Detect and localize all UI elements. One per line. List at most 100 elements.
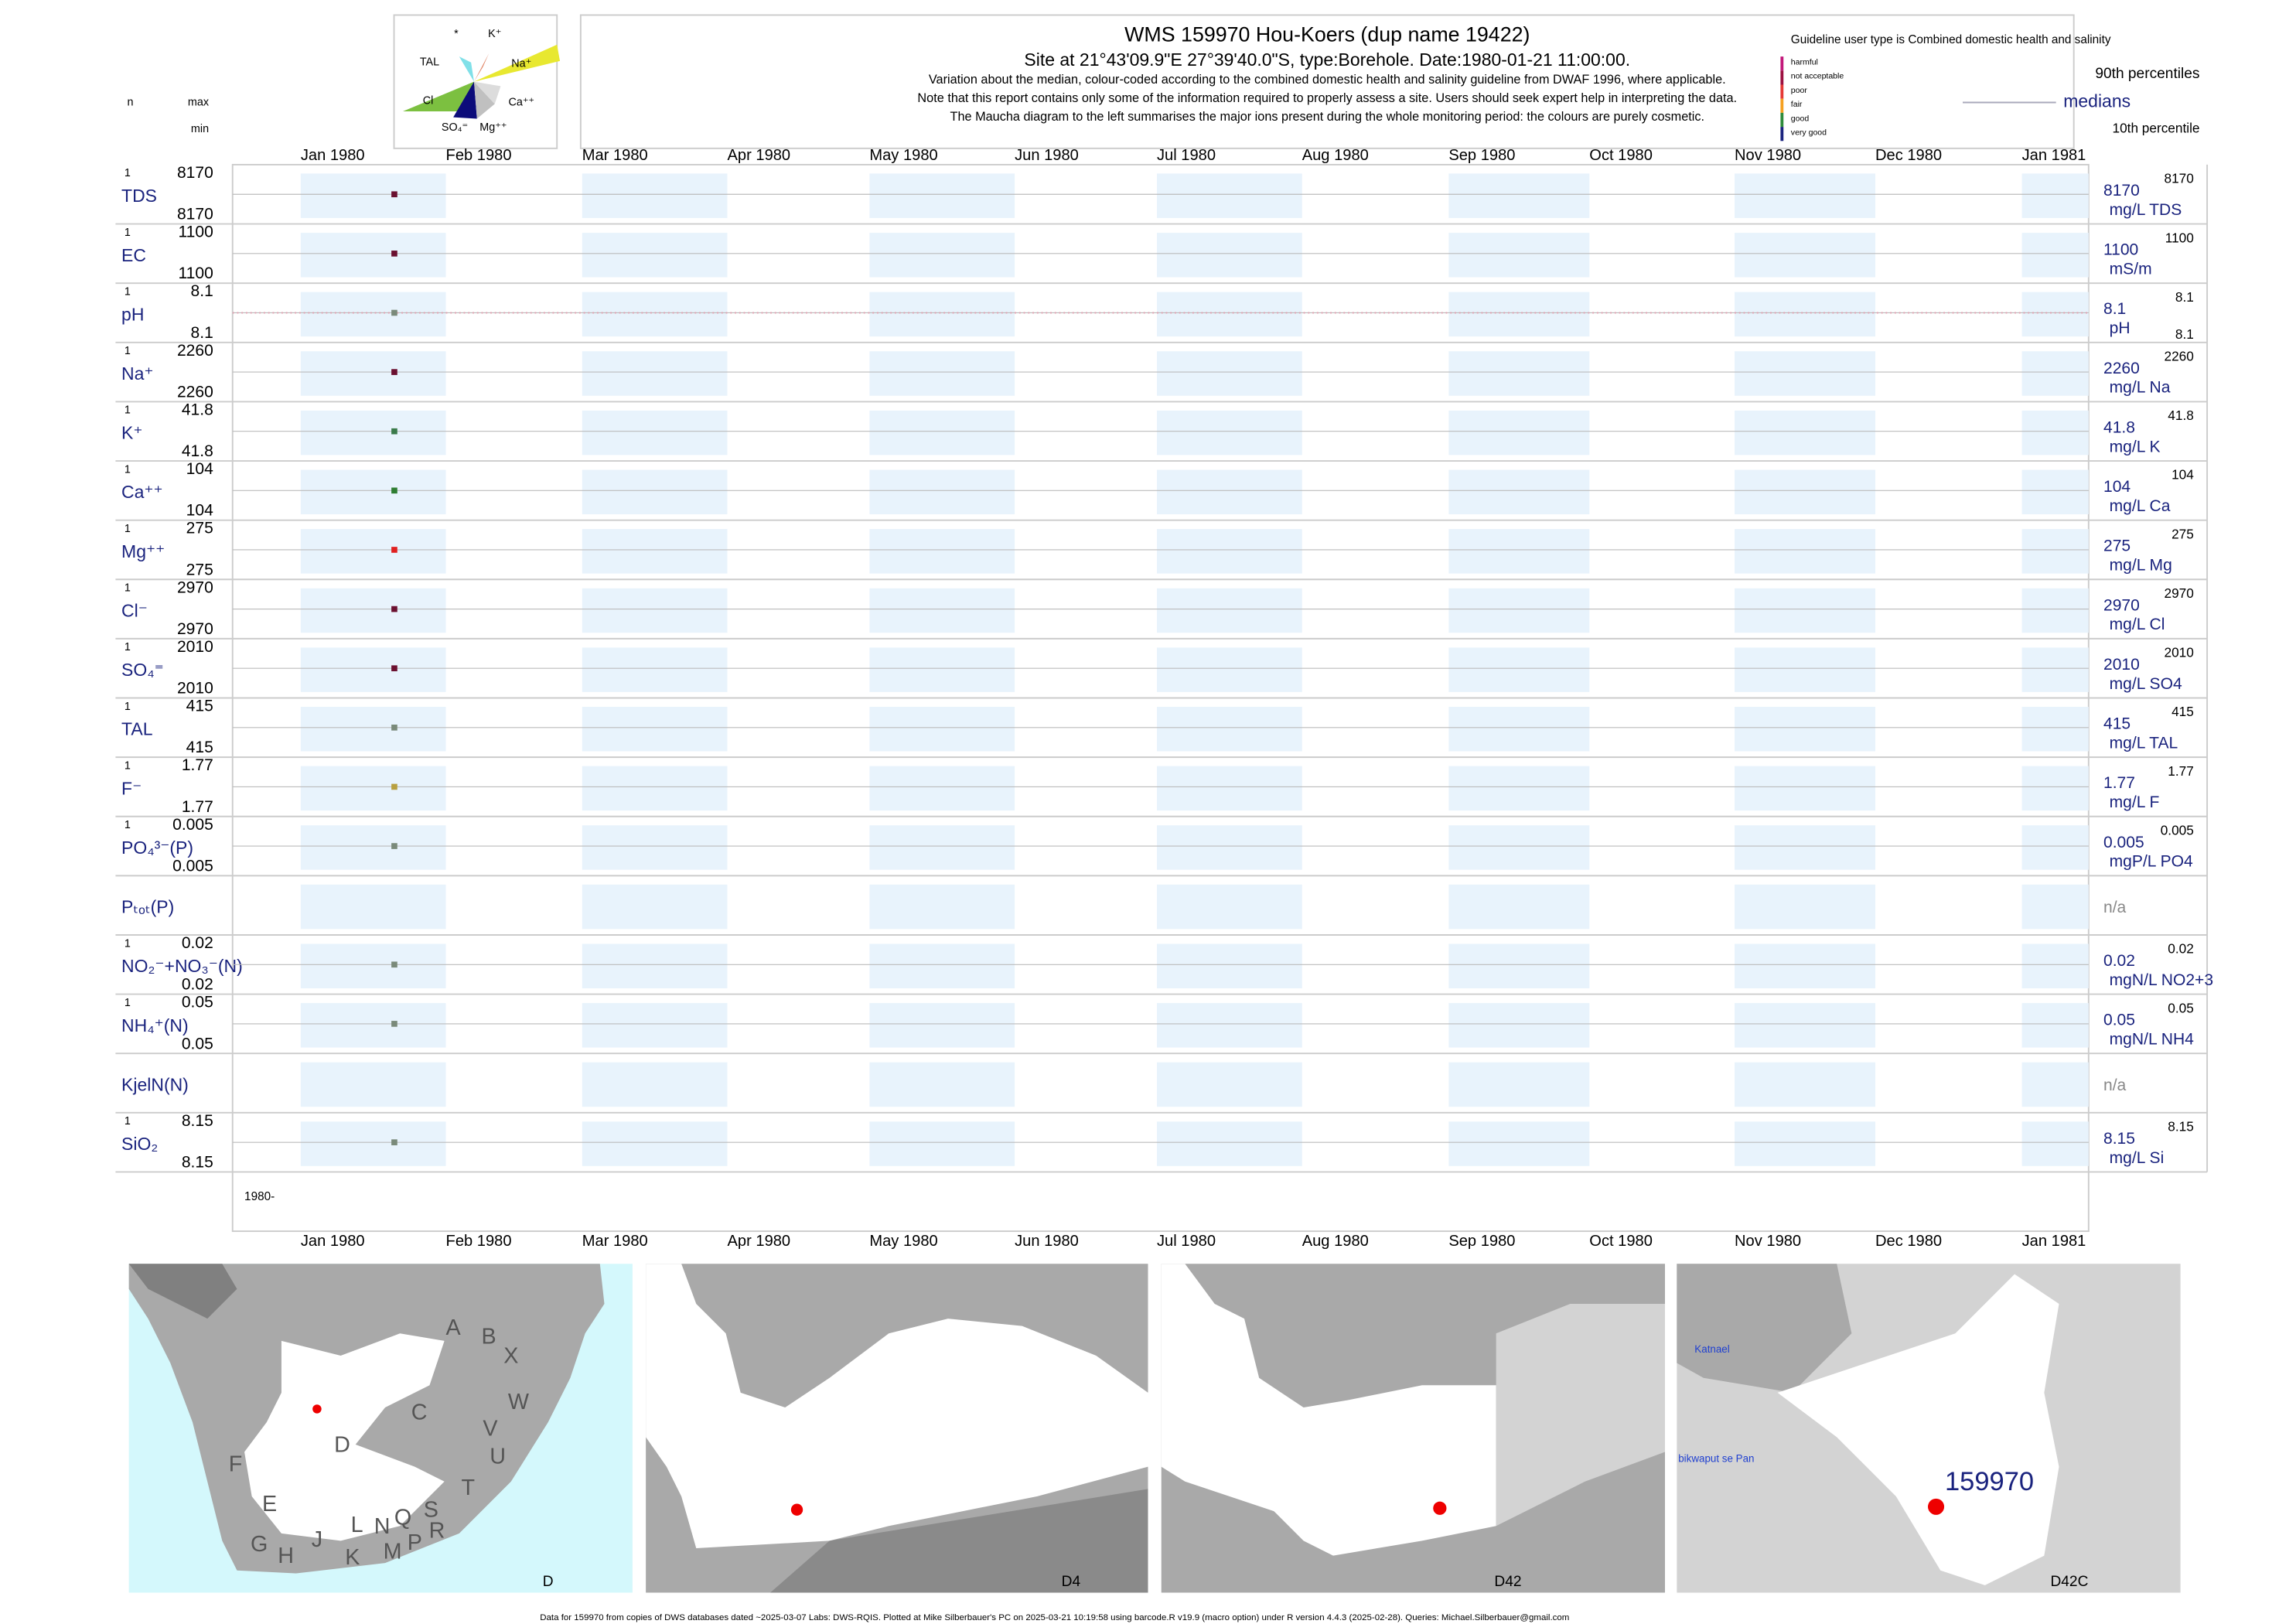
month-band xyxy=(300,825,446,870)
map-region-letter: G xyxy=(251,1532,268,1557)
map-region-letter: H xyxy=(278,1544,294,1568)
parameter-name: pH xyxy=(121,304,144,324)
month-label-bottom: Mar 1980 xyxy=(582,1233,648,1250)
map-region-letter: P xyxy=(408,1530,422,1555)
p90-value: 41.8 xyxy=(2168,408,2194,423)
month-band xyxy=(2021,707,2089,752)
month-band xyxy=(869,292,1015,337)
site-dot xyxy=(790,1503,803,1516)
month-band xyxy=(1448,1062,1590,1107)
col-n: n xyxy=(128,96,134,108)
site-dot xyxy=(1928,1498,1945,1515)
month-band xyxy=(869,351,1015,396)
min-value: 415 xyxy=(186,739,213,756)
map-region-letter: C xyxy=(411,1400,428,1424)
sample-count: 1 xyxy=(125,167,131,179)
month-band xyxy=(1156,173,1302,218)
map-label: D42C xyxy=(2050,1574,2088,1590)
month-band xyxy=(1735,351,1876,396)
sample-count: 1 xyxy=(125,819,131,831)
maucha-mg xyxy=(473,81,495,119)
month-band xyxy=(1448,943,1590,988)
month-band xyxy=(300,1062,446,1107)
map-region-letter: R xyxy=(429,1519,445,1544)
max-value: 2970 xyxy=(177,578,213,596)
map-region-letter: S xyxy=(424,1498,438,1523)
month-band xyxy=(1448,707,1590,752)
min-value: 2260 xyxy=(177,383,213,401)
month-band xyxy=(300,469,446,514)
month-band xyxy=(1156,410,1302,455)
month-band xyxy=(582,469,728,514)
sample-point xyxy=(391,724,397,731)
parameter-name: Ca⁺⁺ xyxy=(121,482,163,502)
map-label: D xyxy=(543,1574,554,1590)
p90-value: 104 xyxy=(2171,467,2194,483)
maucha-label: Ca⁺⁺ xyxy=(508,96,534,108)
month-band xyxy=(1735,647,1876,692)
month-band xyxy=(2021,825,2089,870)
sample-point xyxy=(391,843,397,849)
median-value: 2260 xyxy=(2103,360,2140,377)
median-value: 1.77 xyxy=(2103,774,2135,792)
month-band xyxy=(1735,1121,1876,1166)
min-value: 2010 xyxy=(177,680,213,698)
month-band xyxy=(1448,410,1590,455)
sample-count: 1 xyxy=(125,701,131,713)
unit: mg/L Cl xyxy=(2110,616,2165,633)
sample-point xyxy=(391,1021,397,1027)
month-band xyxy=(582,1003,728,1048)
month-band xyxy=(300,233,446,278)
min-value: 41.8 xyxy=(182,442,213,460)
col-max: max xyxy=(188,96,210,108)
legend-swatch xyxy=(1780,112,1784,128)
month-band xyxy=(1448,766,1590,811)
p90-value: 415 xyxy=(2171,704,2194,719)
sample-point xyxy=(391,1139,397,1145)
median-value: 8170 xyxy=(2103,182,2140,200)
month-label-top: Mar 1980 xyxy=(582,147,648,164)
max-value: 275 xyxy=(186,520,213,537)
sample-point xyxy=(391,309,397,316)
month-band xyxy=(582,292,728,337)
map-region-letter: B xyxy=(482,1325,496,1349)
month-band xyxy=(300,707,446,752)
legend-class: very good xyxy=(1791,128,1827,138)
month-band xyxy=(1735,884,1876,930)
min-value: 0.05 xyxy=(182,1035,213,1053)
month-band xyxy=(1156,351,1302,396)
month-band xyxy=(869,173,1015,218)
map-region-letter: Q xyxy=(394,1505,411,1530)
maucha-label: SO₄⁼ xyxy=(442,121,468,134)
month-band xyxy=(2021,1062,2089,1107)
month-band xyxy=(1156,943,1302,988)
month-label-top: Feb 1980 xyxy=(446,147,512,164)
map-region-letter: U xyxy=(490,1445,506,1469)
month-band xyxy=(1735,173,1876,218)
month-band xyxy=(1156,647,1302,692)
map-label: D4 xyxy=(1062,1574,1081,1590)
min-value: 104 xyxy=(186,502,213,520)
maucha-label: * xyxy=(454,28,459,40)
median-value: 2010 xyxy=(2103,656,2140,674)
sample-point xyxy=(391,961,397,968)
month-band xyxy=(582,588,728,633)
max-value: 8.1 xyxy=(191,282,213,300)
sample-point xyxy=(391,369,397,375)
map-region-letter: J xyxy=(312,1527,322,1552)
sample-count: 1 xyxy=(125,997,131,1009)
sample-count: 1 xyxy=(125,404,131,417)
map-land-dark xyxy=(1677,1264,1852,1393)
median-value: 0.02 xyxy=(2103,952,2135,970)
max-value: 8170 xyxy=(177,164,213,182)
maucha-label: Na⁺ xyxy=(511,57,531,70)
sample-count: 1 xyxy=(125,641,131,653)
map-basin xyxy=(646,1264,1148,1548)
max-value: 8.15 xyxy=(182,1112,213,1130)
min-value: 0.02 xyxy=(182,976,213,994)
month-band xyxy=(300,1121,446,1166)
note: The Maucha diagram to the left summarise… xyxy=(950,110,1705,124)
month-band xyxy=(1448,825,1590,870)
map-region-letter: E xyxy=(262,1492,277,1517)
